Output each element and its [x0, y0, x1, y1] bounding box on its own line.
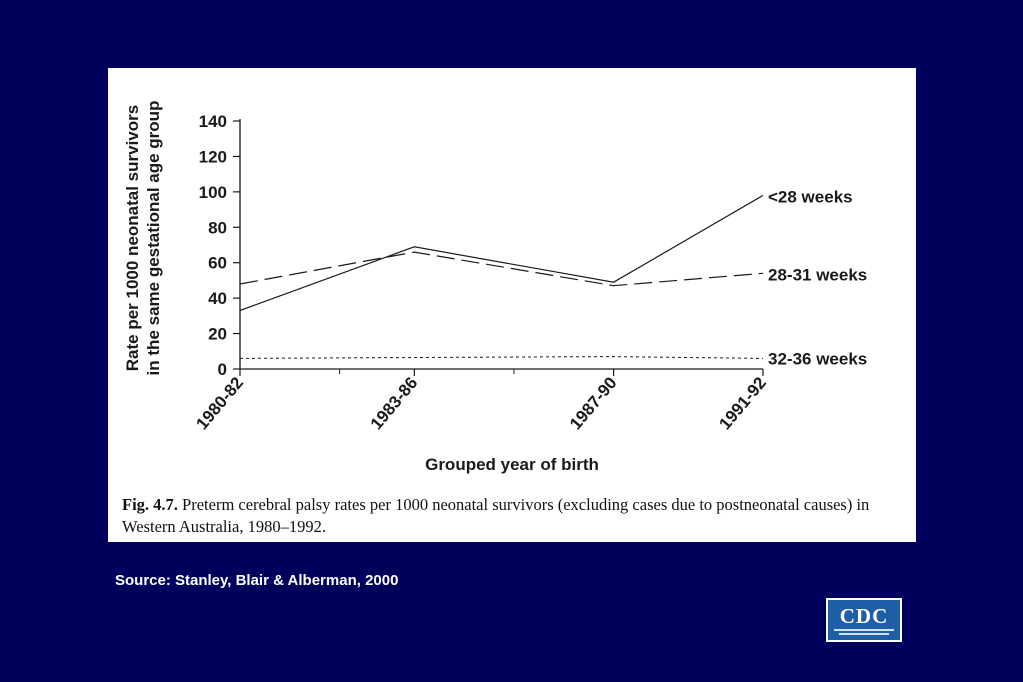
y-tick-label: 140 — [199, 112, 227, 131]
x-tick-label: 1983-86 — [367, 373, 422, 433]
y-tick-label: 40 — [208, 289, 227, 308]
y-tick-label: 60 — [208, 254, 227, 273]
x-tick-label: 1980-82 — [192, 373, 247, 433]
y-tick-label: 120 — [199, 147, 227, 166]
series-label-0: <28 weeks — [768, 187, 853, 206]
y-tick-label: 80 — [208, 218, 227, 237]
y-axis-title-line-2: in the same gestational age group — [144, 101, 163, 376]
y-tick-label: 0 — [218, 360, 227, 379]
chart-axes — [239, 119, 763, 370]
figure-caption-label: Fig. 4.7. — [122, 495, 178, 514]
x-axis-title: Grouped year of birth — [425, 455, 599, 474]
series-label-2: 32-36 weeks — [768, 349, 867, 368]
source-citation: Source: Stanley, Blair & Alberman, 2000 — [115, 572, 399, 589]
axis-titles: Rate per 1000 neonatal survivors in the … — [123, 101, 599, 474]
y-tick-label: 100 — [199, 183, 227, 202]
x-axis-ticks: 1980-82 1983-86 1987-90 1991-92 — [192, 369, 770, 433]
cdc-logo: CDC — [826, 598, 902, 642]
cdc-logo-text: CDC — [839, 604, 889, 628]
chart-series: <28 weeks 28-31 weeks 32-36 weeks — [239, 187, 867, 368]
y-tick-label: 20 — [208, 325, 227, 344]
figure-caption-text: Preterm cerebral palsy rates per 1000 ne… — [122, 495, 870, 536]
series-line-1 — [239, 251, 764, 287]
series-line-0 — [239, 194, 764, 312]
y-axis-ticks: 0 20 40 60 80 100 120 140 — [199, 112, 240, 379]
line-chart: 0 20 40 60 80 100 120 140 1980-82 1983-86 1987-90… — [123, 101, 867, 474]
x-tick-label: 1987-90 — [566, 373, 621, 433]
x-tick-label: 1991-92 — [715, 373, 770, 433]
figure-caption: Fig. 4.7. Preterm cerebral palsy rates p… — [122, 494, 902, 538]
series-label-1: 28-31 weeks — [768, 265, 867, 284]
series-line-2 — [239, 356, 764, 359]
y-axis-title-line-1: Rate per 1000 neonatal survivors — [123, 105, 142, 371]
figure-panel: 0 20 40 60 80 100 120 140 1980-82 1983-86 1987-90… — [108, 68, 916, 542]
